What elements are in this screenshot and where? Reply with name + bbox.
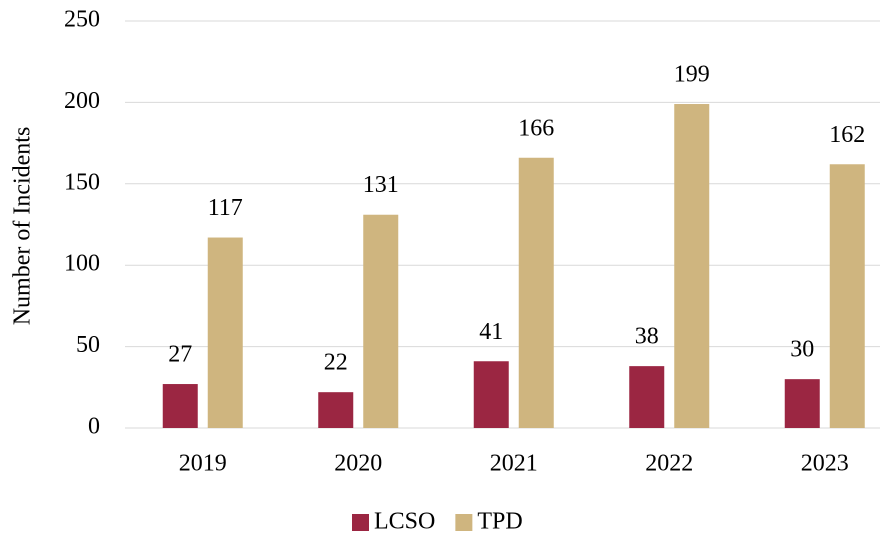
data-label: 22 bbox=[324, 350, 348, 376]
x-tick-label: 2019 bbox=[179, 451, 227, 477]
bar bbox=[784, 379, 820, 428]
data-label: 30 bbox=[790, 337, 814, 363]
legend-swatch bbox=[352, 514, 369, 531]
legend-label: TPD bbox=[477, 509, 522, 535]
data-label: 162 bbox=[829, 122, 865, 148]
data-label: 117 bbox=[208, 195, 243, 221]
y-tick-label: 200 bbox=[64, 88, 100, 114]
y-tick-label: 100 bbox=[64, 251, 100, 277]
data-label: 166 bbox=[518, 115, 554, 141]
y-axis-label: Number of Incidents bbox=[10, 127, 36, 326]
y-tick-label: 0 bbox=[88, 414, 100, 440]
data-label: 27 bbox=[168, 342, 192, 368]
bar bbox=[363, 214, 399, 428]
data-label: 41 bbox=[479, 319, 503, 345]
bar bbox=[473, 361, 509, 428]
bar bbox=[162, 384, 198, 428]
data-label: 199 bbox=[674, 62, 710, 88]
legend-label: LCSO bbox=[374, 509, 435, 535]
legend-swatch bbox=[455, 514, 473, 531]
x-tick-label: 2022 bbox=[645, 451, 693, 477]
bar bbox=[829, 164, 865, 428]
bar bbox=[207, 237, 243, 428]
y-tick-label: 50 bbox=[76, 332, 100, 358]
data-label: 38 bbox=[635, 324, 659, 350]
bar bbox=[629, 366, 665, 428]
bar bbox=[674, 104, 710, 428]
bar bbox=[518, 157, 554, 428]
bar bbox=[318, 392, 354, 428]
x-tick-label: 2023 bbox=[801, 451, 849, 477]
data-label: 131 bbox=[363, 172, 399, 198]
x-tick-label: 2020 bbox=[334, 451, 382, 477]
x-tick-label: 2021 bbox=[490, 451, 538, 477]
y-tick-label: 150 bbox=[64, 169, 100, 195]
y-tick-label: 250 bbox=[64, 7, 100, 33]
